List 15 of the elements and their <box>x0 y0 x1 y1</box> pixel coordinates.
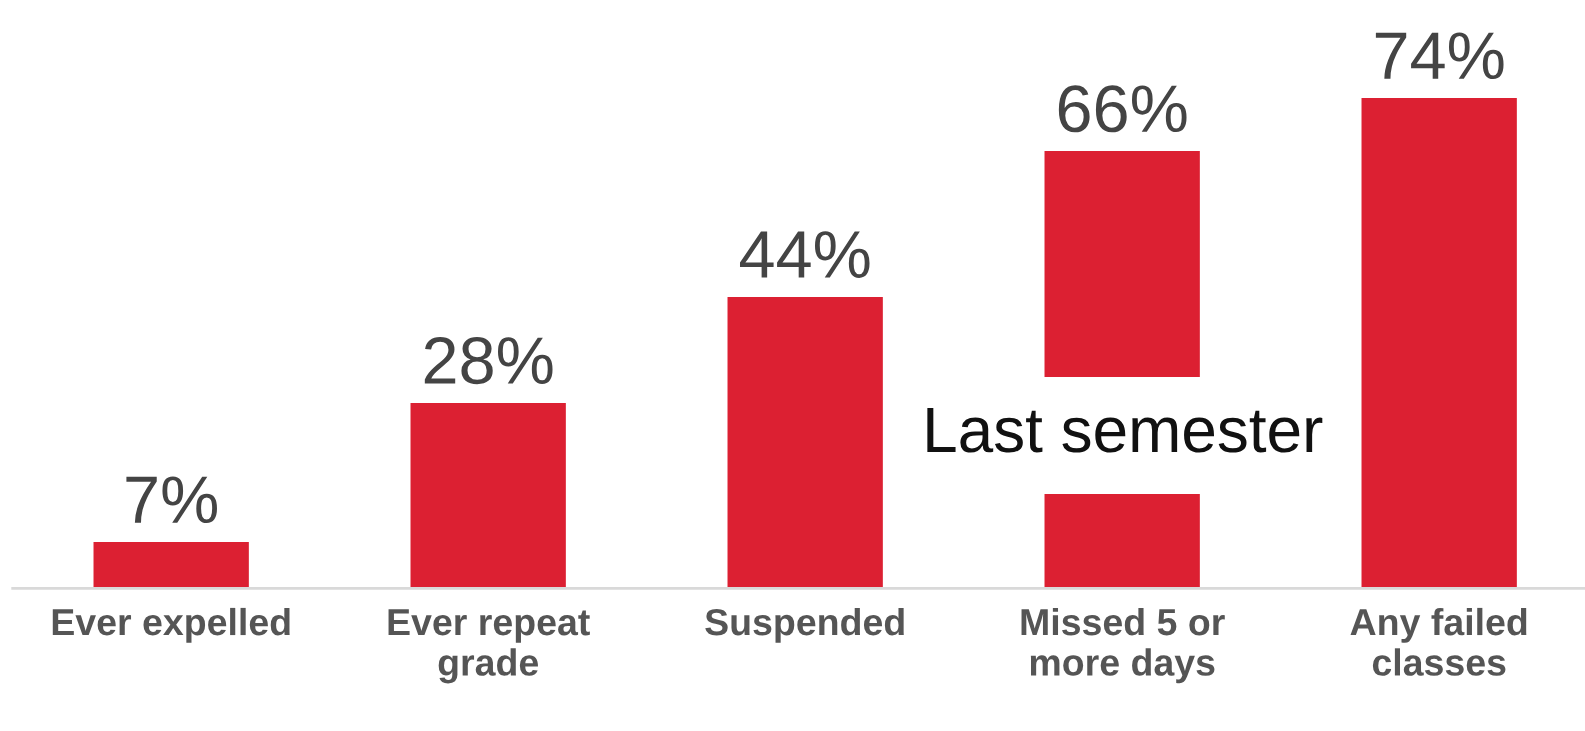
data-label: 74% <box>1375 32 1504 80</box>
data-label: 66% <box>1058 85 1187 133</box>
annotation: Last semester <box>927 408 1323 453</box>
x-tick-label: Ever expelled <box>52 607 290 643</box>
x-tick-label: Missed 5 or more days <box>1021 607 1225 684</box>
x-tick-label: Ever repeat grade <box>388 609 590 684</box>
bar <box>93 542 249 589</box>
bar <box>1361 98 1517 589</box>
data-label: 44% <box>740 231 870 278</box>
bar <box>410 402 566 589</box>
data-label: 7% <box>126 476 217 524</box>
data-label: 28% <box>424 336 553 385</box>
x-tick-label: Any failed classes <box>1350 607 1527 676</box>
x-tick-label: Suspended <box>705 607 904 643</box>
bar <box>727 296 883 589</box>
